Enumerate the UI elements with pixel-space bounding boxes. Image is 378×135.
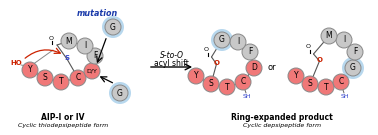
Circle shape (109, 82, 131, 104)
Text: I: I (84, 41, 86, 50)
Text: S-to-O: S-to-O (160, 51, 183, 60)
Text: O: O (48, 36, 54, 41)
Circle shape (321, 28, 337, 44)
Text: I: I (237, 38, 239, 46)
Text: Cyclic depsipeptide form: Cyclic depsipeptide form (243, 122, 321, 127)
Text: mutation: mutation (76, 9, 118, 18)
Text: T: T (59, 77, 63, 87)
Text: D/Y: D/Y (87, 68, 98, 73)
Text: F: F (248, 48, 252, 57)
Text: M: M (66, 36, 72, 45)
Circle shape (84, 63, 100, 79)
Circle shape (70, 70, 86, 86)
Text: Y: Y (194, 72, 198, 80)
Circle shape (219, 79, 235, 95)
Circle shape (77, 38, 93, 54)
Text: S: S (209, 80, 213, 89)
Circle shape (53, 74, 69, 90)
Circle shape (230, 34, 246, 50)
Text: AIP-I or IV: AIP-I or IV (41, 112, 85, 122)
Circle shape (336, 32, 352, 48)
Text: G: G (350, 63, 356, 72)
Text: Ring-expanded product: Ring-expanded product (231, 112, 333, 122)
Text: C: C (338, 77, 344, 87)
Circle shape (246, 60, 262, 76)
Circle shape (37, 70, 53, 86)
Text: C: C (75, 73, 81, 82)
Text: F: F (353, 48, 357, 57)
Text: Cyclic thiodepsipeptide form: Cyclic thiodepsipeptide form (18, 122, 108, 127)
Text: T: T (324, 82, 328, 92)
Circle shape (302, 76, 318, 92)
Circle shape (347, 44, 363, 60)
Text: M: M (326, 31, 332, 40)
Circle shape (333, 74, 349, 90)
Circle shape (61, 33, 77, 49)
Text: O: O (316, 57, 322, 63)
Text: S: S (308, 80, 312, 89)
Text: O: O (204, 47, 209, 52)
Text: Y: Y (294, 72, 298, 80)
Text: Y: Y (28, 65, 32, 75)
Text: S: S (43, 73, 47, 82)
Text: G: G (219, 36, 225, 45)
Text: HO: HO (10, 60, 22, 66)
Text: S: S (65, 55, 70, 61)
Circle shape (235, 74, 251, 90)
Text: T: T (225, 82, 229, 92)
Circle shape (318, 79, 334, 95)
Text: or: or (268, 63, 276, 72)
Circle shape (188, 68, 204, 84)
Circle shape (112, 85, 128, 101)
Text: O: O (214, 60, 220, 66)
Circle shape (87, 48, 103, 64)
Text: G: G (110, 23, 116, 31)
Text: acyl shift: acyl shift (154, 60, 189, 68)
Circle shape (105, 19, 121, 35)
Circle shape (242, 44, 258, 60)
Text: C: C (240, 77, 246, 87)
Text: G: G (117, 89, 123, 97)
Circle shape (102, 16, 124, 38)
Text: D: D (251, 63, 257, 72)
Circle shape (22, 62, 38, 78)
Circle shape (345, 60, 361, 76)
Circle shape (214, 32, 230, 48)
Text: SH: SH (243, 94, 251, 99)
Circle shape (288, 68, 304, 84)
Text: F: F (93, 51, 97, 60)
Circle shape (342, 57, 364, 79)
Circle shape (203, 76, 219, 92)
Text: I: I (343, 36, 345, 45)
Text: SH: SH (341, 94, 349, 99)
Text: O: O (306, 44, 311, 49)
Circle shape (211, 29, 233, 51)
